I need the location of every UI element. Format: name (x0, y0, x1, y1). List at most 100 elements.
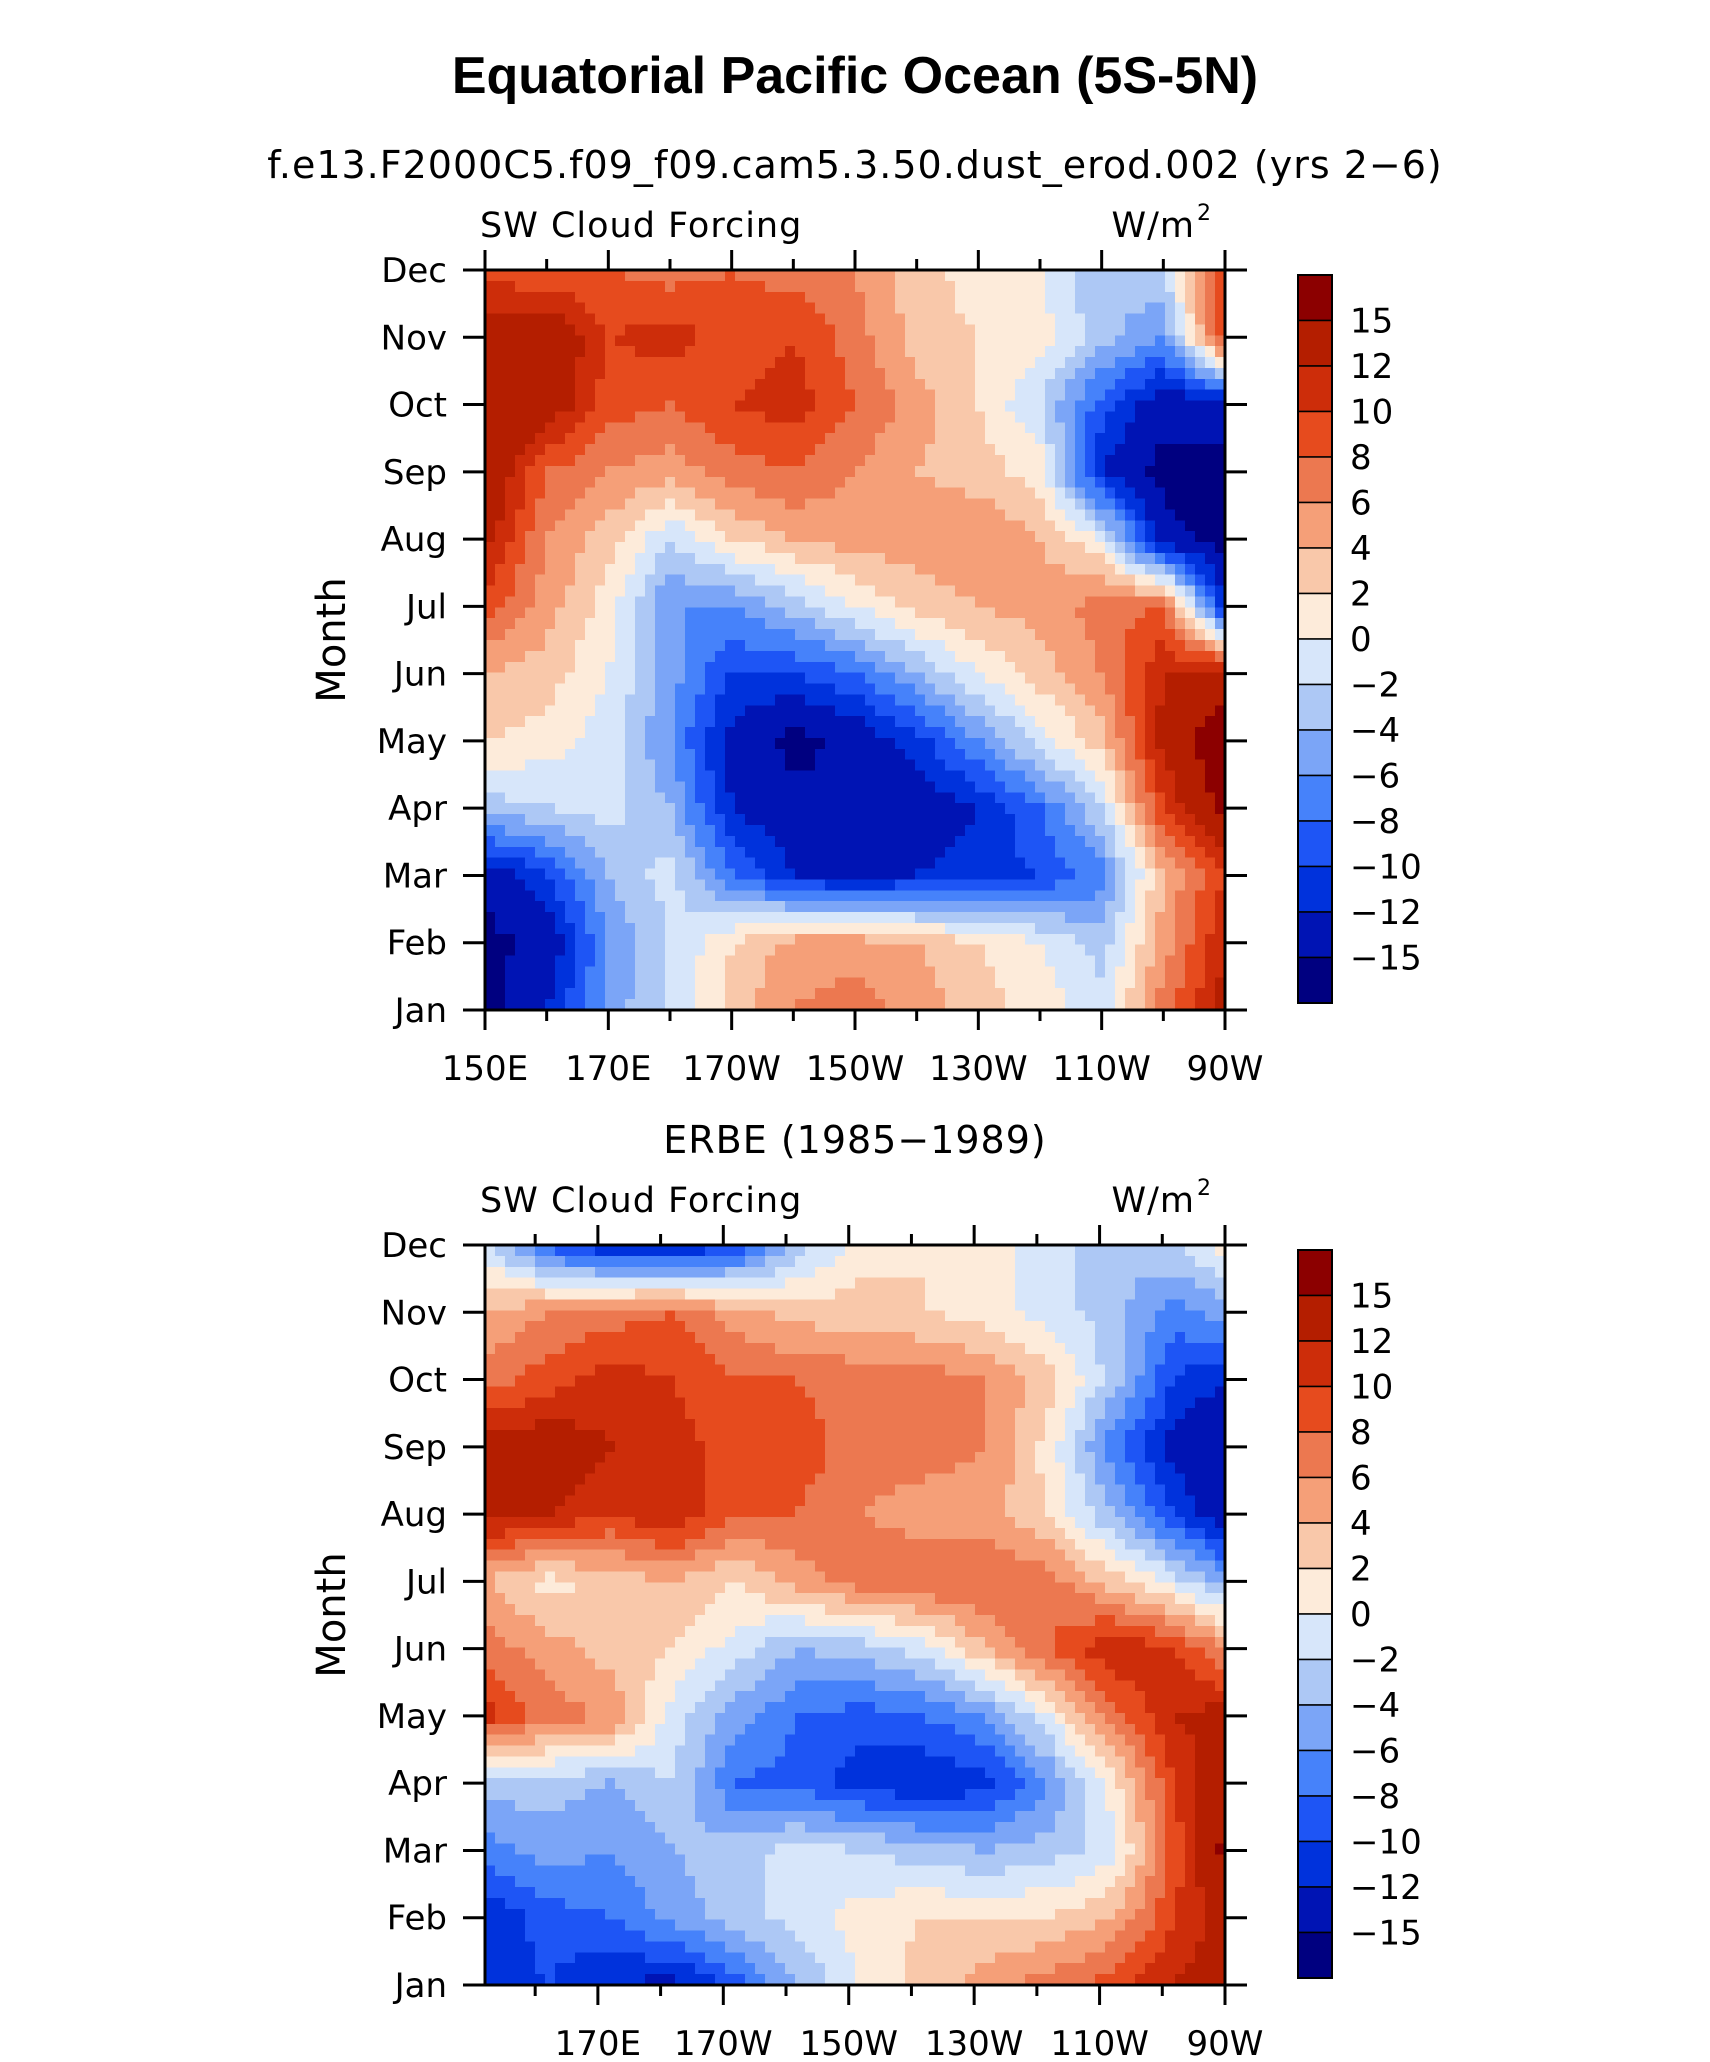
heatmap-cell (895, 400, 906, 413)
heatmap-cell (835, 378, 846, 391)
heatmap-cell (745, 781, 756, 793)
heatmap-cell (765, 357, 776, 369)
heatmap-cell (935, 520, 946, 532)
heatmap-cell (1125, 933, 1136, 946)
heatmap-cell (555, 803, 566, 815)
heatmap-cell (735, 901, 746, 913)
heatmap-cell (785, 302, 796, 315)
heatmap-cell (945, 727, 956, 739)
heatmap-cell (995, 607, 1006, 619)
heatmap-cell (1015, 835, 1026, 848)
heatmap-cell (575, 825, 586, 837)
heatmap-cell (615, 694, 626, 706)
heatmap-cell (1165, 694, 1176, 706)
heatmap-cell (1185, 640, 1196, 652)
heatmap-cell (585, 411, 596, 423)
heatmap-cell (1095, 367, 1106, 380)
heatmap-cell (1185, 781, 1196, 793)
heatmap-cell (1175, 357, 1186, 369)
heatmap-cell (595, 313, 606, 326)
heatmap-cell (725, 313, 736, 326)
heatmap-cell (1055, 770, 1066, 783)
heatmap-cell (665, 944, 676, 957)
heatmap-cell (945, 389, 956, 402)
heatmap-cell (1205, 694, 1216, 706)
heatmap-cell (745, 661, 756, 674)
heatmap-cell (925, 476, 936, 489)
heatmap-cell (1035, 770, 1046, 783)
heatmap-cell (605, 367, 616, 380)
heatmap-cell (1025, 977, 1036, 989)
heatmap-cell (755, 563, 766, 576)
heatmap-cell (815, 422, 826, 434)
heatmap-cell (955, 563, 966, 576)
heatmap-cell (985, 411, 996, 423)
heatmap-cell (1075, 988, 1086, 1000)
heatmap-cell (695, 433, 706, 445)
heatmap-cell (725, 618, 736, 630)
heatmap-cell (1125, 270, 1136, 282)
heatmap-cell (855, 857, 866, 870)
heatmap-cell (885, 509, 896, 521)
heatmap-cell (1145, 270, 1156, 282)
heatmap-cell (865, 291, 876, 304)
heatmap-cell (805, 422, 816, 434)
heatmap-cell (1215, 400, 1226, 413)
heatmap-cell (1035, 378, 1046, 391)
heatmap-cell (695, 444, 706, 456)
heatmap-cell (725, 955, 736, 968)
heatmap-cell (815, 389, 826, 402)
heatmap-cell (1195, 770, 1206, 783)
heatmap-cell (1205, 857, 1216, 870)
heatmap-cell (1205, 727, 1216, 739)
heatmap-cell (705, 890, 716, 902)
heatmap-cell (1095, 846, 1106, 859)
heatmap-cell (895, 825, 906, 837)
heatmap-cell (785, 411, 796, 423)
heatmap-cell (695, 759, 706, 772)
heatmap-cell (965, 291, 976, 304)
heatmap-cell (1035, 357, 1046, 369)
heatmap-cell (845, 280, 856, 293)
heatmap-cell (835, 444, 846, 456)
heatmap-cell (515, 552, 526, 565)
heatmap-cell (1015, 629, 1026, 641)
heatmap-cell (495, 857, 506, 870)
heatmap-cell (1105, 596, 1116, 608)
heatmap-cell (595, 868, 606, 881)
heatmap-cell (705, 683, 716, 696)
heatmap-cell (855, 563, 866, 576)
heatmap-cell (1065, 411, 1076, 423)
heatmap-cell (1105, 313, 1116, 326)
heatmap-cell (1165, 531, 1176, 543)
heatmap-cell (895, 367, 906, 380)
heatmap-cell (665, 727, 676, 739)
heatmap-cell (815, 716, 826, 728)
heatmap-cell (1015, 487, 1026, 500)
heatmap-cell (955, 879, 966, 891)
heatmap-cell (775, 999, 786, 1011)
heatmap-cell (895, 966, 906, 978)
heatmap-cell (605, 988, 616, 1000)
heatmap-cell (605, 770, 616, 783)
heatmap-cell (915, 966, 926, 978)
heatmap-cell (895, 531, 906, 543)
heatmap-cell (1035, 618, 1046, 630)
heatmap-cell (1015, 727, 1026, 739)
heatmap-cell (1035, 270, 1046, 282)
heatmap-cell (595, 563, 606, 576)
heatmap-cell (1075, 563, 1086, 576)
heatmap-cell (1175, 270, 1186, 282)
heatmap-cell (605, 563, 616, 576)
heatmap-cell (605, 596, 616, 608)
heatmap-cell (1195, 727, 1206, 739)
heatmap-cell (865, 335, 876, 347)
heatmap-cell (555, 890, 566, 902)
heatmap-cell (835, 520, 846, 532)
heatmap-cell (735, 835, 746, 848)
heatmap-cell (995, 759, 1006, 772)
heatmap-cell (1155, 944, 1166, 957)
heatmap-cell (915, 433, 926, 445)
heatmap-cell (915, 792, 926, 804)
heatmap-cell (985, 357, 996, 369)
